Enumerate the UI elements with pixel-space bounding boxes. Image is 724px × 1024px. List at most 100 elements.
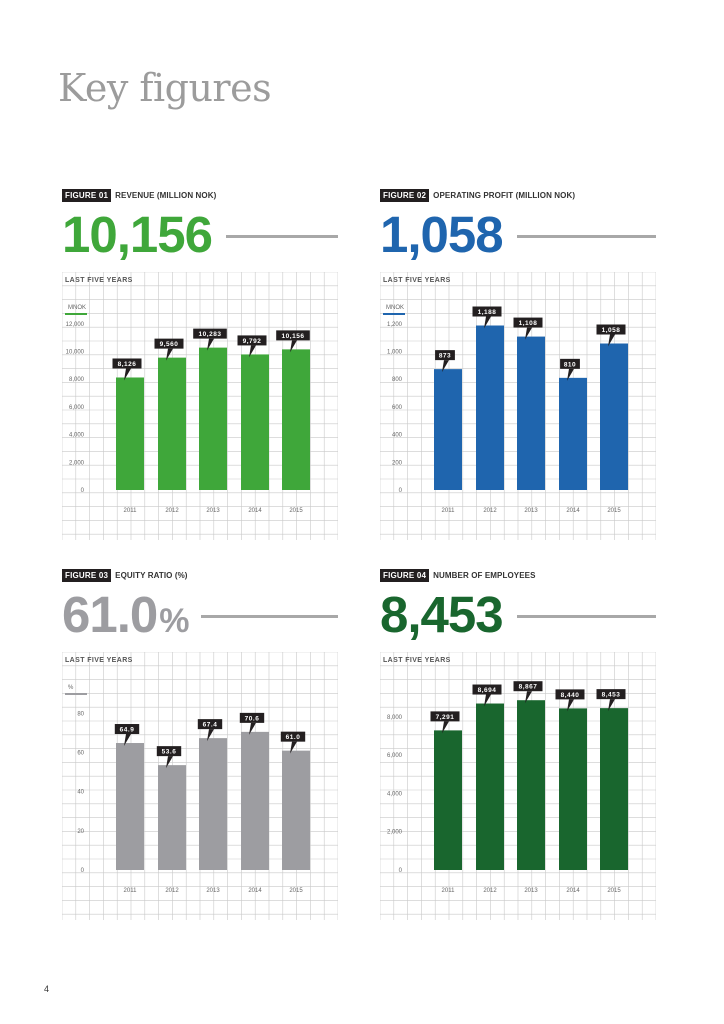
y-tick-label: 4,000 — [387, 791, 403, 797]
bar-2014 — [559, 708, 587, 870]
figure-01-revenue: FIGURE 01 REVENUE (MILLION NOK) 10,156 L… — [62, 188, 338, 540]
x-tick-label: 2013 — [524, 888, 538, 894]
bar-2013 — [517, 336, 545, 490]
data-label-2013: 10,283 — [193, 328, 227, 351]
figure-03-equity-ratio: FIGURE 03 EQUITY RATIO (%) 61.0% LAST FI… — [62, 568, 338, 920]
svg-text:7,291: 7,291 — [436, 714, 455, 721]
svg-text:70.6: 70.6 — [245, 715, 260, 722]
headline-value: 8,453 — [380, 586, 504, 643]
data-label-2012: 8,694 — [472, 684, 502, 707]
svg-text:61.0: 61.0 — [286, 734, 301, 741]
x-tick-label: 2011 — [124, 508, 138, 514]
divider — [226, 235, 338, 238]
y-tick-label: 6,000 — [387, 753, 403, 759]
svg-text:10,156: 10,156 — [282, 333, 305, 340]
y-tick-label: 2,000 — [69, 460, 85, 466]
chart-svg: LAST FIVE YEARS% 0 20 40 60 80 64.9 2011 53.6 201… — [62, 652, 338, 920]
y-tick-label: 80 — [77, 711, 84, 717]
chart-svg: LAST FIVE YEARS MNOK 0 200 400 600 800 1,000 1,2… — [380, 272, 656, 540]
data-label-2011: 64.9 — [114, 724, 140, 747]
unit-underline — [65, 693, 87, 695]
headline-value: 10,156 — [62, 206, 213, 263]
svg-text:8,867: 8,867 — [519, 684, 538, 691]
y-tick-label: 0 — [81, 488, 85, 494]
svg-text:53.6: 53.6 — [162, 749, 177, 756]
svg-text:1,188: 1,188 — [478, 309, 497, 316]
data-label-2015: 61.0 — [280, 731, 306, 754]
data-label-2014: 70.6 — [239, 712, 265, 735]
chart-svg: LAST FIVE YEARS MNOK 0 2,000 4,000 6,000 8,000… — [62, 272, 338, 540]
x-tick-label: 2011 — [442, 888, 456, 894]
y-tick-label: 200 — [392, 460, 403, 466]
unit-label: % — [68, 685, 74, 691]
data-label-2012: 53.6 — [156, 746, 182, 769]
figure-tag: FIGURE 01 — [62, 188, 112, 202]
x-tick-label: 2014 — [248, 508, 262, 514]
y-tick-label: 4,000 — [69, 433, 85, 439]
figure-title: NUMBER OF EMPLOYEES — [433, 570, 536, 580]
svg-text:873: 873 — [439, 353, 451, 360]
y-tick-label: 8,000 — [69, 377, 85, 383]
headline-value: 1,058 — [380, 206, 504, 263]
y-tick-label: 2,000 — [387, 830, 403, 836]
figure-header: FIGURE 04 NUMBER OF EMPLOYEES — [380, 568, 656, 582]
data-label-2015: 8,453 — [596, 689, 626, 712]
x-tick-label: 2015 — [289, 508, 303, 514]
bar-2015 — [600, 708, 628, 870]
bar-2013 — [517, 700, 545, 870]
x-tick-label: 2013 — [206, 888, 220, 894]
divider — [516, 235, 656, 238]
y-tick-label: 10,000 — [66, 350, 85, 356]
bar-2014 — [241, 354, 269, 490]
data-label-2015: 1,058 — [596, 324, 626, 347]
x-tick-label: 2012 — [483, 508, 497, 514]
data-label-2012: 1,188 — [472, 306, 502, 329]
svg-text:1,058: 1,058 — [602, 327, 621, 334]
chart-subtitle: LAST FIVE YEARS — [383, 277, 451, 284]
svg-text:1,108: 1,108 — [519, 320, 538, 327]
bar-2011 — [116, 743, 144, 870]
chart-subtitle: LAST FIVE YEARS — [383, 657, 451, 664]
divider — [516, 615, 656, 618]
bar-2011 — [434, 369, 462, 490]
x-tick-label: 2011 — [124, 888, 138, 894]
svg-text:67.4: 67.4 — [203, 722, 218, 729]
x-tick-label: 2015 — [289, 888, 303, 894]
y-tick-label: 20 — [77, 829, 84, 835]
page-title: Key figures — [58, 66, 272, 110]
divider — [200, 615, 338, 618]
unit-label: MNOK — [386, 305, 404, 311]
y-tick-label: 1,000 — [387, 350, 403, 356]
y-tick-label: 600 — [392, 405, 403, 411]
headline-value: 61.0% — [62, 586, 190, 643]
data-label-2011: 7,291 — [430, 711, 460, 734]
data-label-2013: 1,108 — [513, 317, 543, 340]
revenue-chart: LAST FIVE YEARS MNOK 0 2,000 4,000 6,000 8,000… — [62, 272, 338, 540]
data-label-2012: 9,560 — [154, 338, 184, 361]
unit-underline — [383, 313, 405, 315]
x-tick-label: 2014 — [566, 508, 580, 514]
x-tick-label: 2011 — [442, 508, 456, 514]
svg-text:8,440: 8,440 — [561, 692, 580, 699]
bar-2012 — [158, 765, 186, 870]
figure-title: OPERATING PROFIT (MILLION NOK) — [433, 190, 576, 200]
data-label-2011: 8,126 — [112, 358, 142, 381]
y-tick-label: 0 — [81, 868, 85, 874]
x-tick-label: 2015 — [607, 888, 621, 894]
figure-tag: FIGURE 04 — [380, 568, 430, 582]
bar-2014 — [559, 377, 587, 490]
operating-profit-chart: LAST FIVE YEARS MNOK 0 200 400 600 800 1,000 1,2… — [380, 272, 656, 540]
x-tick-label: 2014 — [248, 888, 262, 894]
data-label-2015: 10,156 — [276, 330, 310, 353]
bar-2015 — [600, 343, 628, 490]
chart-svg: LAST FIVE YEARS 0 2,000 4,000 6,000 8,000 7,29… — [380, 652, 656, 920]
x-tick-label: 2014 — [566, 888, 580, 894]
x-tick-label: 2013 — [524, 508, 538, 514]
svg-text:8,694: 8,694 — [478, 687, 497, 694]
svg-text:8,126: 8,126 — [118, 361, 137, 368]
figure-header: FIGURE 02 OPERATING PROFIT (MILLION NOK) — [380, 188, 656, 202]
bar-2011 — [116, 377, 144, 490]
figure-tag: FIGURE 02 — [380, 188, 430, 202]
svg-text:8,453: 8,453 — [602, 692, 621, 699]
x-tick-label: 2015 — [607, 508, 621, 514]
